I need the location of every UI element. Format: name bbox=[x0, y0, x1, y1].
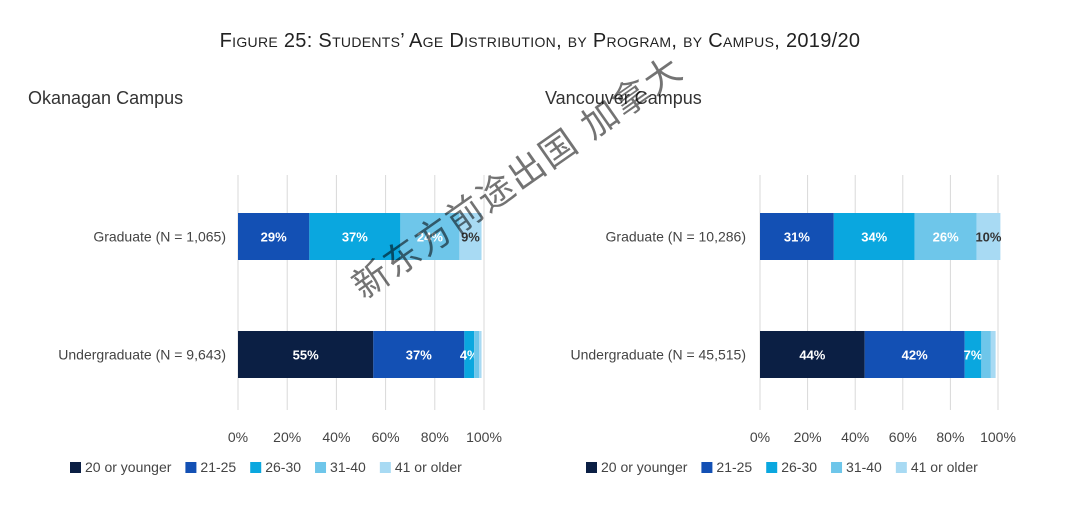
vancouver-legend-label: 21-25 bbox=[716, 459, 752, 475]
vancouver-data-label: 31% bbox=[784, 230, 810, 245]
vancouver-legend-swatch bbox=[831, 462, 843, 473]
okanagan-legend-label: 26-30 bbox=[265, 459, 301, 475]
vancouver-legend-label: 41 or older bbox=[911, 459, 978, 475]
okanagan-panel-title: Okanagan Campus bbox=[28, 88, 184, 108]
okanagan-legend-swatch bbox=[250, 462, 262, 473]
vancouver-x-tick-label: 40% bbox=[841, 429, 869, 445]
vancouver-category-label: Undergraduate (N = 45,515) bbox=[571, 347, 747, 363]
vancouver-x-tick-label: 0% bbox=[750, 429, 770, 445]
vancouver-legend-swatch bbox=[895, 462, 907, 473]
okanagan-bar-segment bbox=[474, 331, 480, 378]
okanagan-bar-segment bbox=[309, 213, 401, 260]
okanagan-category-label: Graduate (N = 1,065) bbox=[93, 229, 226, 245]
vancouver-category-label: Graduate (N = 10,286) bbox=[606, 229, 746, 245]
okanagan-legend-label: 20 or younger bbox=[85, 459, 172, 475]
okanagan-legend-swatch bbox=[185, 462, 197, 473]
okanagan-bar-segment bbox=[479, 331, 482, 378]
vancouver-data-label: 26% bbox=[933, 230, 959, 245]
vancouver-data-label: 10% bbox=[975, 230, 1001, 245]
okanagan-bar-segment bbox=[373, 331, 465, 378]
vancouver-data-label: 7% bbox=[964, 348, 983, 363]
okanagan-legend-swatch bbox=[315, 462, 327, 473]
vancouver-bar-segment bbox=[964, 331, 982, 378]
figure-title: Figure 25: Students’ Age Distribution, b… bbox=[219, 30, 861, 52]
vancouver-bar-segment bbox=[760, 213, 834, 260]
okanagan-x-tick-label: 80% bbox=[421, 429, 449, 445]
vancouver-bar-segment bbox=[760, 331, 865, 378]
okanagan-bar-segment bbox=[464, 331, 475, 378]
okanagan-data-label: 55% bbox=[293, 348, 319, 363]
vancouver-bar-segment bbox=[990, 331, 996, 378]
vancouver-legend-label: 20 or younger bbox=[601, 459, 688, 475]
vancouver-panel-title: Vancouver Campus bbox=[545, 88, 702, 108]
okanagan-category-label: Undergraduate (N = 9,643) bbox=[58, 347, 226, 363]
vancouver-x-tick-label: 80% bbox=[936, 429, 964, 445]
okanagan-data-label: 37% bbox=[406, 348, 432, 363]
vancouver-x-tick-label: 100% bbox=[980, 429, 1016, 445]
okanagan-x-tick-label: 20% bbox=[273, 429, 301, 445]
okanagan-x-tick-label: 40% bbox=[322, 429, 350, 445]
okanagan-legend-swatch bbox=[70, 462, 81, 473]
okanagan-x-tick-label: 0% bbox=[228, 429, 248, 445]
okanagan-legend-label: 41 or older bbox=[395, 459, 462, 475]
okanagan-data-label: 29% bbox=[261, 230, 287, 245]
okanagan-x-tick-label: 60% bbox=[372, 429, 400, 445]
okanagan-bar-segment bbox=[238, 331, 374, 378]
okanagan-data-label: 24% bbox=[417, 230, 443, 245]
vancouver-x-tick-label: 20% bbox=[794, 429, 822, 445]
okanagan-legend-swatch bbox=[379, 462, 391, 473]
vancouver-bar-segment bbox=[833, 213, 915, 260]
okanagan-data-label: 9% bbox=[461, 230, 480, 245]
vancouver-data-label: 34% bbox=[861, 230, 887, 245]
okanagan-legend-label: 31-40 bbox=[330, 459, 366, 475]
vancouver-legend-swatch bbox=[586, 462, 597, 473]
okanagan-bar-segment bbox=[238, 213, 310, 260]
okanagan-x-tick-label: 100% bbox=[466, 429, 502, 445]
vancouver-legend-swatch bbox=[766, 462, 778, 473]
vancouver-bar-segment bbox=[981, 331, 991, 378]
vancouver-bar-segment bbox=[976, 213, 1001, 260]
okanagan-bar-segment bbox=[459, 213, 482, 260]
vancouver-legend-label: 26-30 bbox=[781, 459, 817, 475]
vancouver-legend-swatch bbox=[701, 462, 713, 473]
vancouver-data-label: 44% bbox=[799, 348, 825, 363]
vancouver-legend-label: 31-40 bbox=[846, 459, 882, 475]
vancouver-bar-segment bbox=[864, 331, 965, 378]
vancouver-data-label: 42% bbox=[902, 348, 928, 363]
okanagan-legend-label: 21-25 bbox=[200, 459, 236, 475]
okanagan-bar-segment bbox=[400, 213, 460, 260]
vancouver-bar-segment bbox=[914, 213, 977, 260]
vancouver-x-tick-label: 60% bbox=[889, 429, 917, 445]
okanagan-data-label: 37% bbox=[342, 230, 368, 245]
